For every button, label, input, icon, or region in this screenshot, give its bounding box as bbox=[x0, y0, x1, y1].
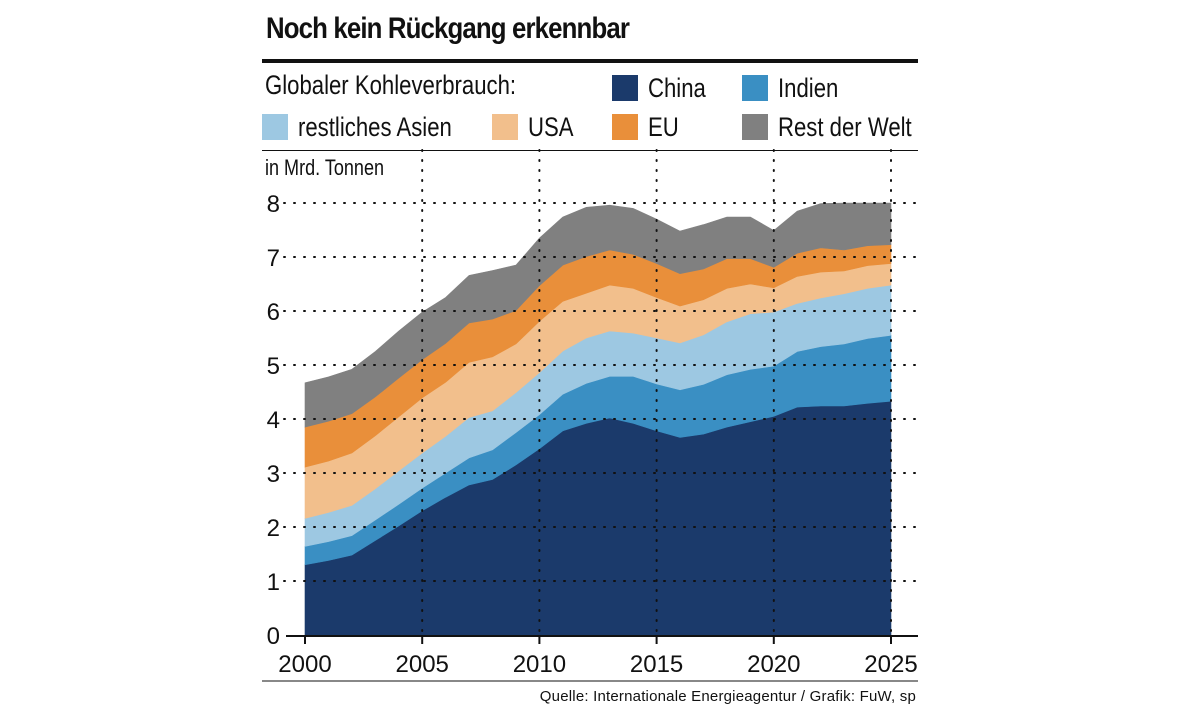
x-tick-label-2015: 2015 bbox=[630, 651, 683, 678]
y-tick-label-3: 3 bbox=[267, 461, 280, 488]
unit-label: in Mrd. Tonnen bbox=[265, 155, 385, 180]
y-tick-label-7: 7 bbox=[267, 245, 280, 272]
chart-title: Noch kein Rückgang erkennbar bbox=[266, 12, 630, 45]
legend-label-rest-der-welt: Rest der Welt bbox=[778, 111, 912, 142]
area-rest-der-welt bbox=[304, 202, 892, 428]
y-tick-label-2: 2 bbox=[267, 515, 280, 542]
legend-item-eu: EU bbox=[612, 111, 686, 143]
legend-label-china: China bbox=[648, 72, 706, 103]
x-tick-label-2010: 2010 bbox=[513, 651, 566, 678]
y-tick-label-6: 6 bbox=[267, 299, 280, 326]
legend-swatch-restliches-asien bbox=[262, 114, 288, 140]
legend-swatch-usa bbox=[492, 114, 518, 140]
y-tick-label-4: 4 bbox=[267, 407, 280, 434]
title-rule bbox=[262, 59, 918, 63]
legend-label-indien: Indien bbox=[778, 72, 839, 103]
source-note: Quelle: Internationale Energieagentur / … bbox=[539, 688, 916, 705]
x-tick-label-2025: 2025 bbox=[864, 651, 917, 678]
legend-swatch-china bbox=[612, 75, 638, 101]
legend-separator bbox=[262, 150, 918, 151]
y-tick-label-0: 0 bbox=[267, 623, 280, 650]
x-tick-label-2005: 2005 bbox=[396, 651, 449, 678]
legend-item-rest-der-welt: Rest der Welt bbox=[742, 111, 941, 143]
x-tick-label-2000: 2000 bbox=[278, 651, 331, 678]
chart-frame: Noch kein Rückgang erkennbar Globaler Ko… bbox=[262, 0, 918, 713]
legend-label-usa: USA bbox=[528, 111, 574, 142]
y-tick-label-1: 1 bbox=[267, 569, 280, 596]
legend-swatch-eu bbox=[612, 114, 638, 140]
legend-swatch-rest-der-welt bbox=[742, 114, 768, 140]
legend-caption: Globaler Kohleverbrauch: bbox=[265, 70, 517, 100]
legend-label-restliches-asien: restliches Asien bbox=[298, 111, 452, 142]
legend-item-restliches-asien: restliches Asien bbox=[262, 111, 486, 143]
y-tick-label-5: 5 bbox=[267, 353, 280, 380]
stacked-area-chart: 0 1 2 3 4 5 6 7 8 2000 2005 2010 2015 2020 2025 bbox=[262, 149, 918, 682]
legend-item-china: China bbox=[612, 72, 719, 104]
y-tick-label-8: 8 bbox=[267, 191, 280, 218]
legend-label-eu: EU bbox=[648, 111, 679, 142]
legend-item-usa: USA bbox=[492, 111, 584, 143]
legend-swatch-indien bbox=[742, 75, 768, 101]
legend-item-indien: Indien bbox=[742, 72, 852, 104]
x-tick-label-2020: 2020 bbox=[747, 651, 800, 678]
